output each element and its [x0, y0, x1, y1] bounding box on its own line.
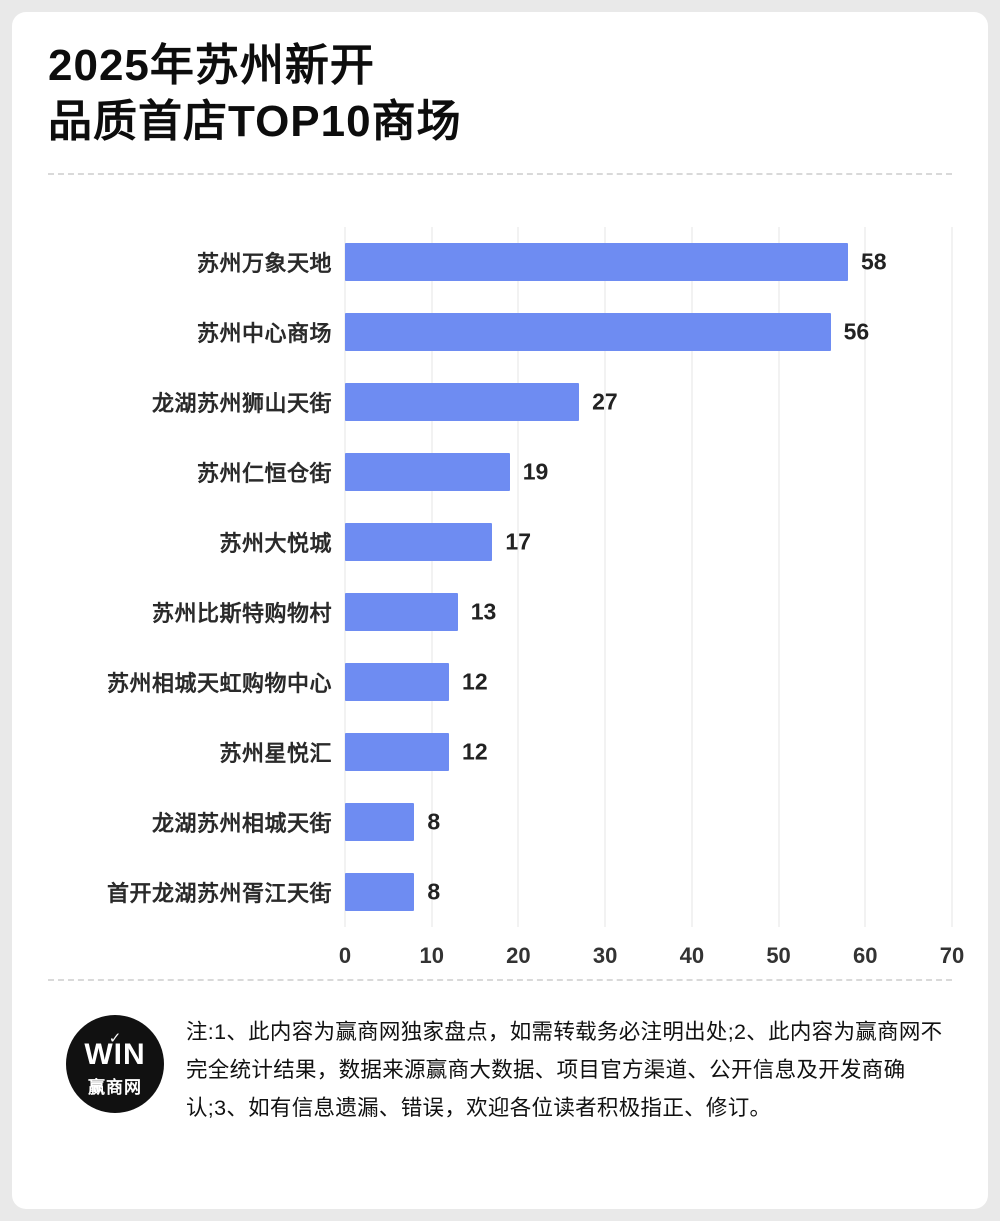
gridline [951, 226, 953, 927]
bar-track: 12 [345, 662, 952, 701]
bar-track: 12 [345, 732, 952, 771]
category-label: 苏州大悦城 [219, 530, 332, 556]
gridline [864, 226, 866, 927]
logo-subtext: 赢商网 [88, 1078, 142, 1098]
x-tick-label: 20 [506, 942, 531, 968]
infographic-card: 2025年苏州新开 品质首店TOP10商场 苏州万象天地 58 苏州中心商场 56 龙湖… [12, 12, 988, 1209]
value-label: 58 [860, 248, 887, 275]
logo-text: WIN [84, 1037, 146, 1071]
bar-row: 龙湖苏州狮山天街 27 [48, 367, 952, 437]
bar [345, 382, 580, 421]
category-label: 首开龙湖苏州胥江天街 [106, 880, 332, 906]
bar-track: 17 [345, 522, 952, 561]
value-label: 19 [522, 458, 549, 485]
bar [345, 872, 415, 911]
value-label: 12 [462, 738, 488, 765]
bar-row: 苏州比斯特购物村 13 [48, 577, 952, 647]
bar-row: 首开龙湖苏州胥江天街 8 [48, 857, 952, 927]
x-tick-label: 50 [766, 942, 791, 968]
value-label: 8 [427, 808, 441, 835]
x-tick-label: 0 [338, 942, 352, 968]
bar-row: 苏州万象天地 58 [48, 227, 952, 297]
bar-row: 苏州中心商场 56 [48, 297, 952, 367]
chart-rows: 苏州万象天地 58 苏州中心商场 56 龙湖苏州狮山天街 27 苏州仁恒仓街 19 苏州大悦城 1… [48, 227, 952, 927]
gridline [604, 226, 606, 927]
footer-note: 注:1、此内容为赢商网独家盘点，如需转载务必注明出处;2、此内容为赢商网不完全统… [186, 1019, 943, 1121]
bar [345, 802, 415, 841]
gridline [344, 226, 346, 927]
value-label: 27 [592, 388, 618, 415]
bar-row: 苏州星悦汇 12 [48, 717, 952, 787]
bar [345, 662, 450, 701]
bar [345, 452, 510, 491]
footer: ✓ WIN 赢商网 注:1、此内容为赢商网独家盘点，如需转载务必注明出处;2、此… [48, 1011, 952, 1128]
x-tick-label: 70 [939, 942, 965, 968]
category-label: 苏州仁恒仓街 [196, 460, 332, 486]
bar-track: 58 [345, 242, 952, 281]
bar-track: 56 [345, 312, 952, 351]
bar-track: 27 [345, 382, 952, 421]
bar [345, 522, 493, 561]
category-label: 苏州相城天虹购物中心 [106, 670, 332, 696]
x-tick-label: 60 [853, 942, 878, 968]
x-tick-label: 30 [592, 942, 618, 968]
winshang-logo-icon: ✓ WIN 赢商网 [66, 1014, 164, 1113]
category-label: 苏州万象天地 [196, 250, 332, 276]
bar-row: 苏州大悦城 17 [48, 507, 952, 577]
category-label: 龙湖苏州狮山天街 [151, 390, 332, 416]
bar [345, 732, 450, 771]
bar-row: 龙湖苏州相城天街 8 [48, 787, 952, 857]
x-axis: 0 10 20 30 40 50 60 70 [339, 927, 964, 979]
x-tick-label: 10 [419, 942, 444, 968]
bar-chart: 苏州万象天地 58 苏州中心商场 56 龙湖苏州狮山天街 27 苏州仁恒仓街 19 苏州大悦城 1… [48, 226, 964, 979]
bar-row: 苏州相城天虹购物中心 12 [48, 647, 952, 717]
value-label: 56 [843, 318, 870, 345]
bar-track: 13 [345, 592, 952, 631]
page-title: 2025年苏州新开 品质首店TOP10商场 [48, 38, 952, 151]
chart-gridlines [344, 226, 953, 927]
bottom-dashed-divider [48, 978, 952, 981]
bar-track: 19 [345, 452, 952, 491]
gridline [691, 226, 693, 927]
value-label: 17 [505, 528, 531, 555]
check-icon: ✓ [108, 1029, 122, 1047]
bar-track: 8 [345, 802, 952, 841]
category-label: 苏州星悦汇 [219, 740, 332, 766]
gridline [431, 226, 433, 927]
x-tick-label: 40 [679, 942, 705, 968]
value-label: 12 [462, 668, 488, 695]
title-line-2: 品质首店TOP10商场 [48, 97, 462, 147]
category-label: 龙湖苏州相城天街 [151, 810, 332, 836]
value-label: 8 [427, 878, 441, 905]
bar [345, 242, 848, 281]
bar [345, 592, 458, 631]
bar-track: 8 [345, 872, 952, 911]
value-label: 13 [470, 598, 497, 625]
category-label: 苏州比斯特购物村 [151, 600, 332, 626]
bar-row: 苏州仁恒仓街 19 [48, 437, 952, 507]
category-label: 苏州中心商场 [196, 320, 332, 346]
bar [345, 312, 831, 351]
gridline [778, 226, 780, 927]
gridline [517, 226, 519, 927]
title-line-1: 2025年苏州新开 [48, 41, 375, 90]
top-dashed-divider [48, 172, 952, 175]
